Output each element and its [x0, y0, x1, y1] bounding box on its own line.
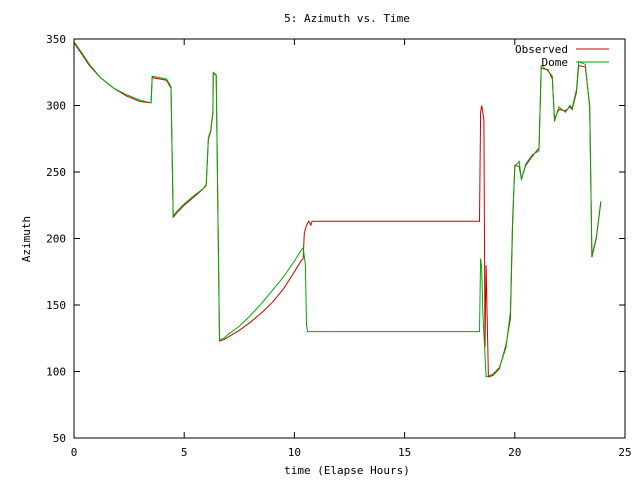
y-tick-label: 100 [46, 366, 66, 379]
y-axis-label: Azimuth [20, 216, 33, 262]
plot-frame [73, 38, 626, 439]
legend-label-observed: Observed [515, 43, 568, 56]
y-tick-label: 200 [46, 233, 66, 246]
legend-label-dome: Dome [542, 56, 569, 69]
y-tick-label: 300 [46, 100, 66, 113]
series-lines [73, 41, 602, 378]
y-tick-label: 350 [46, 33, 66, 46]
x-tick-label: 15 [398, 446, 411, 459]
chart-title: 5: Azimuth vs. Time [284, 12, 410, 25]
y-tick-label: 50 [53, 432, 66, 445]
x-tick-label: 5 [181, 446, 188, 459]
x-tick-label: 20 [508, 446, 521, 459]
x-axis-label: time (Elapse Hours) [284, 464, 410, 477]
x-tick-label: 25 [618, 446, 631, 459]
x-tick-label: 10 [288, 446, 301, 459]
series-line-dome [73, 41, 602, 378]
y-tick-label: 150 [46, 299, 66, 312]
x-tick-label: 0 [71, 446, 78, 459]
y-tick-label: 250 [46, 166, 66, 179]
